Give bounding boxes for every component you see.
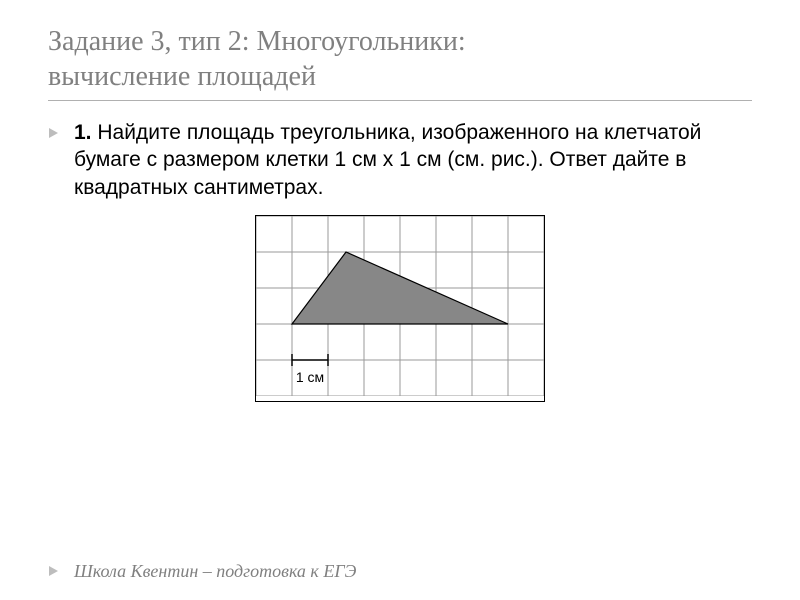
title-divider — [48, 100, 752, 101]
svg-text:1 см: 1 см — [296, 369, 324, 385]
figure-svg: 1 см — [256, 216, 544, 396]
bullet-icon — [48, 119, 74, 144]
figure: 1 см — [255, 215, 545, 402]
footer-text: Школа Квентин – подготовка к ЕГЭ — [74, 561, 356, 582]
title-line-2: вычисление площадей — [48, 61, 316, 92]
question-number: 1. — [74, 121, 92, 144]
question-body: Найдите площадь треугольника, изображенн… — [74, 121, 701, 199]
title-line-1: Задание 3, тип 2: Многоугольники: — [48, 26, 466, 57]
footer-bullet-icon — [48, 562, 74, 582]
page-title: Задание 3, тип 2: Многоугольники: вычисл… — [48, 24, 752, 94]
question-text: 1. Найдите площадь треугольника, изображ… — [74, 119, 752, 201]
